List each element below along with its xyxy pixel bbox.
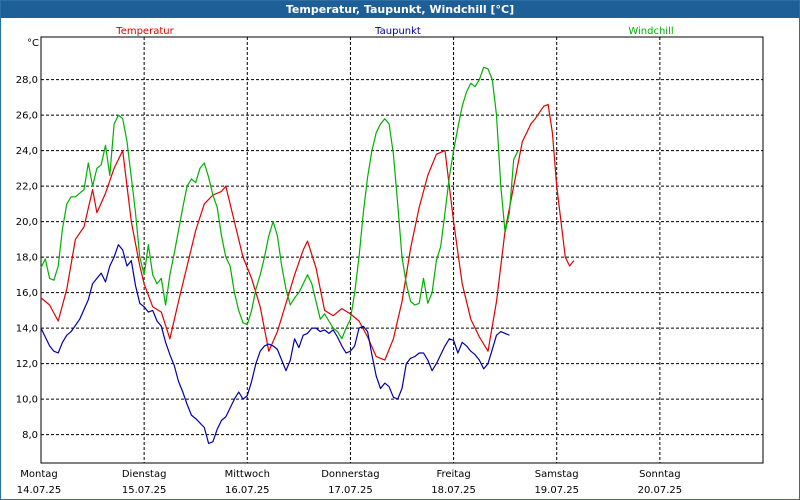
- y-axis: 8,0 10,0 12,0 14,0 16,0 18,0 20,0 22,0 24,0 26,0 2…: [16, 38, 39, 441]
- y-tick-label: 26,0: [16, 111, 38, 122]
- x-day-label: Montag: [20, 469, 57, 480]
- chart-title: Temperatur, Taupunkt, Windchill [°C]: [1, 1, 799, 18]
- x-day-label: Dienstag: [122, 469, 167, 480]
- series-lines: [40, 66, 575, 445]
- plot-frame: [40, 36, 764, 464]
- series-line-temperatur: [40, 103, 575, 361]
- x-date-label: 19.07.25: [534, 485, 579, 496]
- y-tick-label: 20,0: [16, 217, 38, 228]
- x-day-label: Samstag: [535, 469, 579, 480]
- x-date-label: 14.07.25: [17, 485, 62, 496]
- y-tick-label: 18,0: [16, 253, 38, 264]
- series-line-windchill: [40, 66, 519, 340]
- x-date-label: 16.07.25: [225, 485, 270, 496]
- x-axis: Montag 14.07.25 Dienstag 15.07.25 Mittwoch 16…: [17, 469, 682, 496]
- legend-entry: Windchill: [628, 26, 673, 37]
- y-tick-label: 16,0: [16, 288, 38, 299]
- y-tick-label: 8,0: [22, 430, 38, 441]
- y-tick-label: 22,0: [16, 182, 38, 193]
- plot-border: [40, 36, 764, 464]
- x-day-label: Freitag: [436, 469, 470, 480]
- y-tick-label: 10,0: [16, 395, 38, 406]
- x-date-label: 20.07.25: [638, 485, 683, 496]
- y-unit-label: °C: [27, 38, 39, 49]
- y-tick-label: 28,0: [16, 75, 38, 86]
- chart-area: 8,0 10,0 12,0 14,0 16,0 18,0 20,0 22,0 24,0 26,0 2…: [16, 26, 764, 496]
- x-day-label: Donnerstag: [321, 469, 379, 480]
- y-tick-label: 14,0: [16, 324, 38, 335]
- legend: Temperatur Taupunkt Windchill: [115, 26, 673, 37]
- x-date-label: 18.07.25: [431, 485, 476, 496]
- series-line-taupunkt: [40, 244, 510, 445]
- y-tick-label: 12,0: [16, 359, 38, 370]
- y-tick-label: 24,0: [16, 146, 38, 157]
- x-day-label: Sonntag: [639, 469, 681, 480]
- x-date-label: 15.07.25: [122, 485, 167, 496]
- legend-entry: Taupunkt: [374, 26, 421, 37]
- x-day-label: Mittwoch: [225, 469, 270, 480]
- legend-entry: Temperatur: [115, 26, 174, 37]
- x-date-label: 17.07.25: [328, 485, 373, 496]
